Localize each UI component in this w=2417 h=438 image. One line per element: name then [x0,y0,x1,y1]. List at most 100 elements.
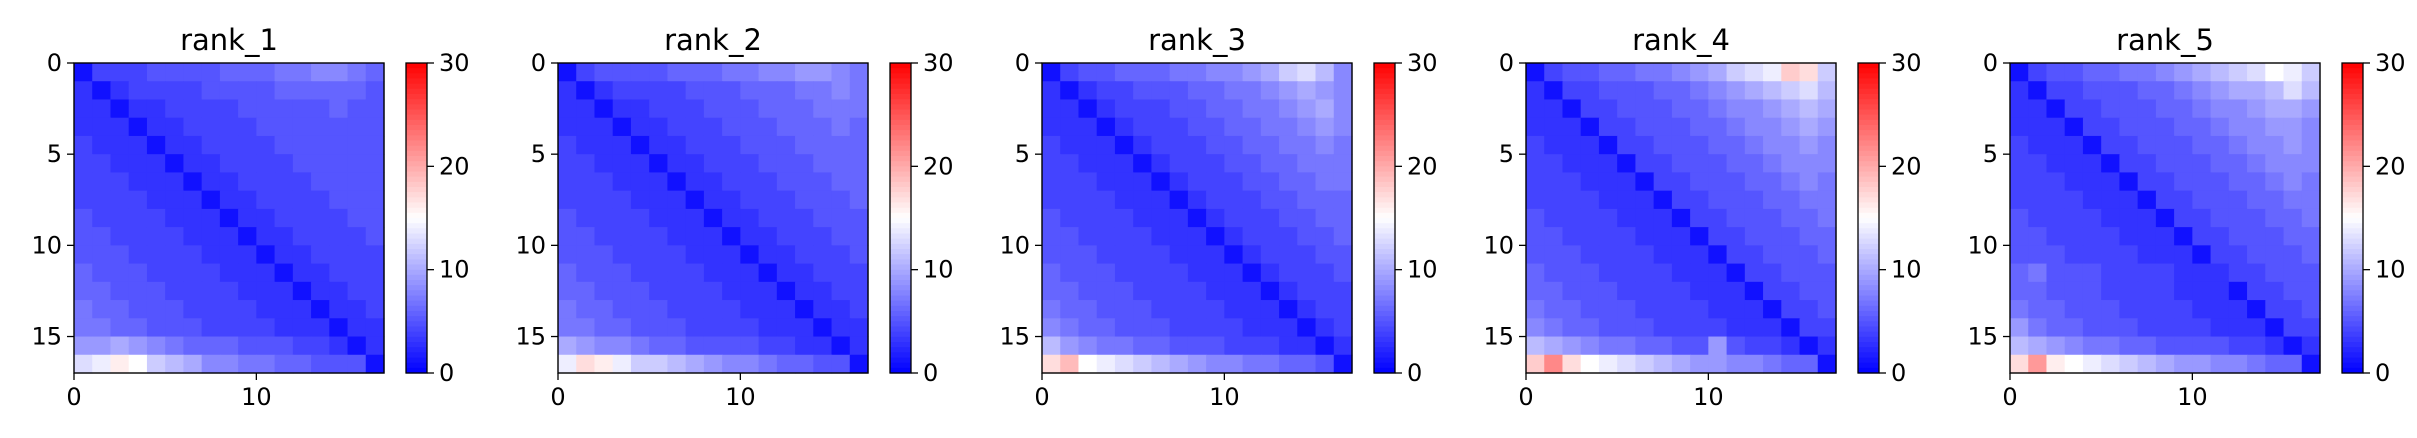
heatmap-cell [594,354,614,374]
heatmap-cell [183,300,203,319]
heatmap-cell [1799,63,1819,82]
heatmap-cell [1078,281,1098,301]
heatmap-cell [110,354,130,374]
colorbar-segment [2342,135,2363,142]
y-tick-label: 10 [999,231,1030,259]
heatmap-cell [311,81,330,101]
colorbar-segment [406,140,427,147]
heatmap-cell [292,117,312,137]
heatmap-cell [558,318,577,338]
heatmap-cell [703,99,723,119]
heatmap-cell [256,263,276,283]
heatmap-cell [576,172,596,192]
heatmap-cell [558,63,577,82]
heatmap-cell [1206,172,1225,192]
heatmap-cell [1279,281,1298,301]
colorbar-segment [2342,264,2363,271]
heatmap-cell [1078,154,1098,174]
heatmap-cell [1042,263,1061,283]
colorbar-segment [1374,305,1395,312]
colorbar-segment [1858,362,1879,369]
heatmap-cell [2119,318,2139,338]
heatmap-cell [201,63,221,82]
heatmap-cell [630,263,650,283]
heatmap-cell [1544,263,1564,283]
heatmap-cell [1279,63,1298,82]
heatmap-cell [1260,354,1280,374]
colorbar-tick-label: 20 [1891,152,1922,180]
heatmap-cell [1224,117,1244,137]
heatmap-cell [1544,99,1564,119]
heatmap-cell [2028,245,2048,265]
colorbar-segment [890,207,911,214]
heatmap-cell [703,281,723,301]
colorbar-segment [1374,367,1395,374]
heatmap-cell [292,354,312,374]
heatmap-cell [146,99,166,119]
heatmap-cell [1333,154,1353,174]
heatmap-cell [1598,208,1618,228]
heatmap-cell [649,135,669,155]
heatmap-cell [2155,172,2175,192]
heatmap-cell [274,99,294,119]
colorbar-segment [1858,367,1879,374]
heatmap-cell [2247,263,2266,283]
heatmap-cell [722,281,741,301]
heatmap-cell [1781,135,1801,155]
colorbar-segment [2342,145,2363,152]
heatmap-cell [2028,263,2048,283]
heatmap-cell [183,245,203,265]
heatmap-cell [1297,99,1317,119]
colorbar-tick-label: 30 [1407,49,1438,77]
heatmap-cell [703,81,723,101]
heatmap-cell [1690,154,1709,174]
colorbar-segment [1374,104,1395,111]
heatmap-cell [1635,227,1655,246]
heatmap-cell [667,263,687,283]
colorbar-segment [2342,181,2363,188]
heatmap-cell [1169,227,1189,246]
heatmap-cell [128,227,148,246]
heatmap-cell [612,99,632,119]
colorbar-segment [2342,119,2363,126]
heatmap-cell [256,318,276,338]
heatmap-cell [1708,190,1728,210]
heatmap-cell [594,245,614,265]
heatmap-cell [1562,99,1582,119]
heatmap-cell [594,336,614,356]
heatmap-cell [110,336,130,356]
heatmap-cell [2119,208,2139,228]
heatmap-cell [1598,135,1618,155]
colorbar-segment [1374,264,1395,271]
heatmap-cell [558,190,577,210]
heatmap-cell [1671,281,1691,301]
colorbar-segment [1374,342,1395,348]
colorbar-segment [890,181,911,188]
heatmap-cell [92,281,112,301]
heatmap-cell [1096,172,1116,192]
heatmap-cell [1708,227,1728,246]
heatmap-cell [813,227,833,246]
heatmap-cell [2265,336,2285,356]
heatmap-cell [1187,172,1207,192]
heatmap-cell [685,318,705,338]
heatmap-cell [1526,63,1545,82]
colorbar-segment [406,202,427,209]
heatmap-cell [2137,281,2157,301]
heatmap-cell [219,63,239,82]
heatmap-cell [2010,318,2029,338]
heatmap-cell [630,245,650,265]
heatmap-cell [1078,208,1098,228]
heatmap-cell [128,117,148,137]
heatmap-cell [165,245,185,265]
heatmap-cell [1169,81,1189,101]
colorbar-segment [1374,259,1395,266]
colorbar-segment [406,192,427,198]
heatmap-cell [649,354,669,374]
heatmap-cell [1114,336,1134,356]
heatmap-cell [274,117,294,137]
y-tick-label: 5 [531,140,546,168]
heatmap-cell [2046,99,2066,119]
heatmap-cell [1544,117,1564,137]
heatmap-cell [685,99,705,119]
